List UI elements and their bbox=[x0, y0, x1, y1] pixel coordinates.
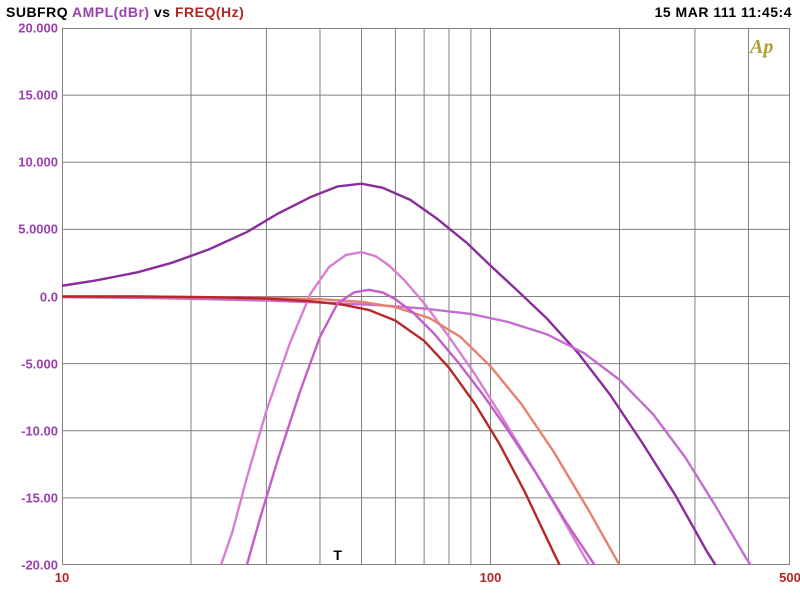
y-tick-label: 0.0 bbox=[8, 289, 58, 304]
chart-container: SUBFRQ AMPL(dBr) vs FREQ(Hz) 15 MAR 111 … bbox=[0, 0, 800, 600]
title-segment: vs bbox=[150, 4, 175, 20]
t-marker: T bbox=[333, 547, 342, 563]
x-tick-label: 100 bbox=[480, 570, 502, 585]
y-tick-label: -20.00 bbox=[8, 558, 58, 573]
title-segment: FREQ(Hz) bbox=[175, 4, 244, 20]
watermark: Ap bbox=[750, 36, 773, 59]
y-tick-label: -10.00 bbox=[8, 423, 58, 438]
y-tick-label: 15.000 bbox=[8, 88, 58, 103]
title-segment: AMPL(dBr) bbox=[72, 4, 150, 20]
y-tick-label: 5.0000 bbox=[8, 222, 58, 237]
chart-title: SUBFRQ AMPL(dBr) vs FREQ(Hz) bbox=[6, 4, 244, 20]
timestamp: 15 MAR 111 11:45:4 bbox=[655, 4, 792, 20]
y-tick-label: 20.000 bbox=[8, 21, 58, 36]
x-tick-label: 500 bbox=[779, 570, 800, 585]
series-trace6 bbox=[247, 290, 595, 565]
x-tick-label: 10 bbox=[55, 570, 69, 585]
series-trace1 bbox=[62, 184, 715, 565]
y-tick-label: 10.000 bbox=[8, 155, 58, 170]
y-tick-label: -15.00 bbox=[8, 490, 58, 505]
y-tick-label: -5.000 bbox=[8, 356, 58, 371]
title-segment: SUBFRQ bbox=[6, 4, 72, 20]
plot-area bbox=[62, 28, 790, 565]
